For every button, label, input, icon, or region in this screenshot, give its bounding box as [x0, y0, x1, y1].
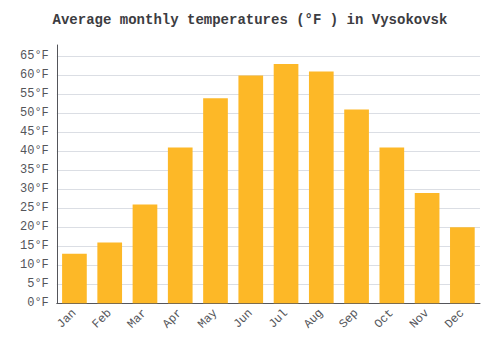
svg-text:5°F: 5°F	[27, 277, 49, 291]
svg-text:35°F: 35°F	[20, 163, 49, 177]
svg-text:Sep: Sep	[336, 306, 361, 331]
svg-text:25°F: 25°F	[20, 201, 49, 215]
svg-text:Apr: Apr	[160, 306, 185, 331]
svg-text:50°F: 50°F	[20, 106, 49, 120]
svg-text:0°F: 0°F	[27, 296, 49, 310]
svg-text:30°F: 30°F	[20, 182, 49, 196]
svg-text:60°F: 60°F	[20, 68, 49, 82]
svg-text:10°F: 10°F	[20, 258, 49, 272]
svg-text:Jan: Jan	[54, 306, 79, 331]
svg-text:40°F: 40°F	[20, 144, 49, 158]
svg-text:65°F: 65°F	[20, 49, 49, 63]
svg-text:Jul: Jul	[266, 306, 291, 331]
svg-text:Dec: Dec	[442, 306, 467, 331]
svg-text:Nov: Nov	[407, 306, 432, 331]
svg-text:Jun: Jun	[231, 306, 256, 331]
svg-text:Average monthly temperatures (: Average monthly temperatures (°F ) in Vy…	[53, 12, 448, 28]
svg-text:Mar: Mar	[125, 306, 150, 331]
svg-text:15°F: 15°F	[20, 239, 49, 253]
svg-text:20°F: 20°F	[20, 220, 49, 234]
svg-text:Feb: Feb	[89, 306, 114, 331]
svg-text:Oct: Oct	[372, 306, 397, 331]
svg-text:Aug: Aug	[301, 306, 326, 331]
svg-text:45°F: 45°F	[20, 125, 49, 139]
svg-text:May: May	[195, 306, 220, 331]
svg-text:55°F: 55°F	[20, 87, 49, 101]
